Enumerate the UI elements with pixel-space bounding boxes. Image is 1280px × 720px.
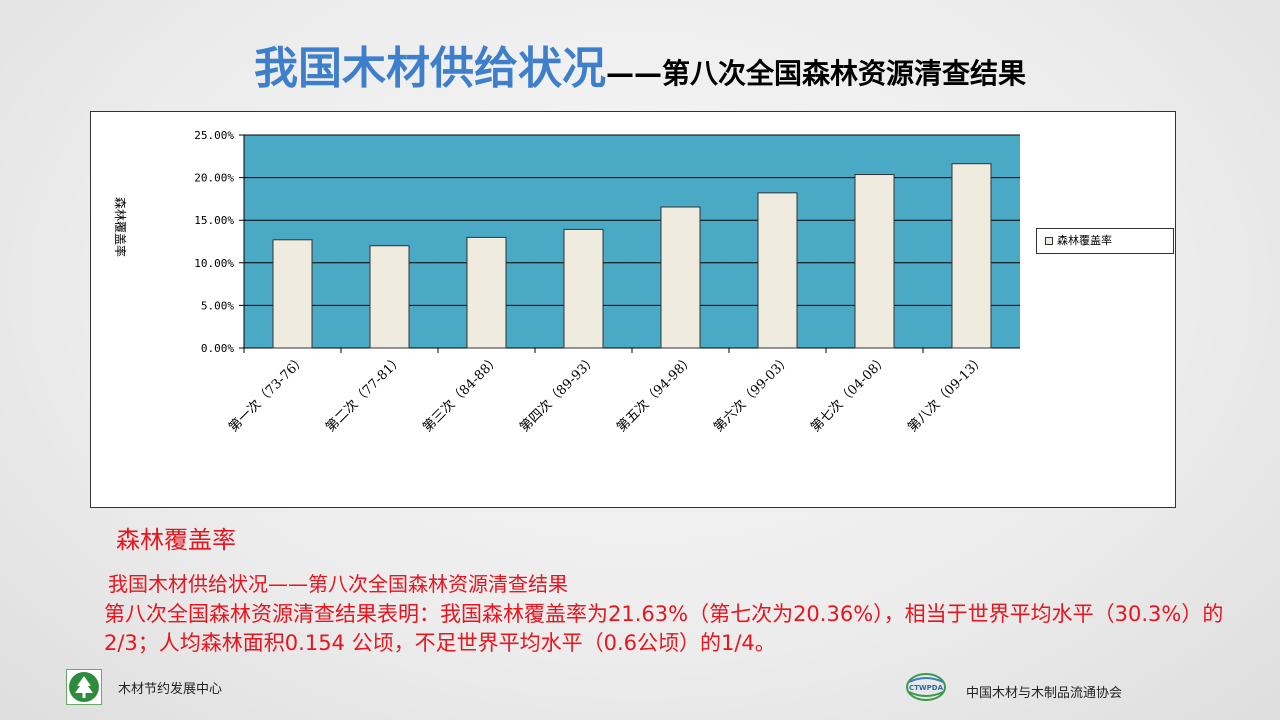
y-tick-label: 10.00%: [194, 257, 234, 270]
title-sub: ——第八次全国森林资源清查结果: [605, 57, 1026, 90]
subheading: 我国木材供给状况——第八次全国森林资源清查结果: [108, 572, 568, 596]
legend-swatch: [1045, 237, 1053, 245]
footer-right-org: 中国木材与木制品流通协会: [966, 686, 1123, 701]
bar: [563, 228, 604, 349]
caption: 森林覆盖率: [116, 526, 236, 554]
chart-frame: 0.00% 5.00% 10.00% 15.00% 20.00% 25.00% 第一次（73…: [90, 111, 1176, 508]
bar: [466, 236, 507, 349]
chart-legend: 森林覆盖率: [1036, 228, 1174, 254]
title-main: 我国木材供给状况: [253, 43, 606, 94]
bar: [369, 245, 410, 349]
y-tick-label: 25.00%: [194, 129, 234, 142]
y-tick-label: 15.00%: [194, 214, 234, 227]
bar-chart: 0.00% 5.00% 10.00% 15.00% 20.00% 25.00% 第一次（73…: [113, 129, 1020, 436]
y-tick-label: 0.00%: [201, 342, 234, 355]
x-tick-label: 第四次（89-93）: [517, 352, 601, 436]
plot-area: [244, 135, 1020, 348]
y-axis-title: 森林覆盖率: [113, 197, 128, 257]
slide-title: 我国木材供给状况——第八次全国森林资源清查结果: [0, 32, 1280, 96]
ctwpda-logo-text: CTWPDA: [909, 684, 944, 692]
x-tick-label: 第七次（04-08）: [808, 352, 892, 436]
footer-left-org: 木材节约发展中心: [118, 682, 223, 697]
bar: [272, 239, 313, 349]
x-tick-label: 第六次（99-03）: [711, 352, 795, 436]
ctwpda-logo-icon: CTWPDA: [905, 672, 947, 702]
x-tick-label: 第五次（94-98）: [614, 352, 698, 436]
y-tick-label: 5.00%: [201, 299, 234, 312]
body-paragraph: 第八次全国森林资源清查结果表明：我国森林覆盖率为21.63%（第七次为20.36…: [104, 602, 1224, 655]
legend-label: 森林覆盖率: [1057, 234, 1112, 247]
bar: [757, 192, 798, 349]
x-tick-label: 第三次（84-88）: [420, 352, 504, 436]
x-tick-label: 第八次（09-13）: [905, 352, 989, 436]
bar: [951, 163, 992, 349]
x-tick-label: 第一次（73-76）: [226, 352, 310, 436]
x-tick-label: 第二次（77-81）: [323, 352, 407, 436]
tree-logo-icon: [66, 669, 102, 705]
bar: [660, 206, 701, 349]
y-tick-label: 20.00%: [194, 172, 234, 185]
bar: [854, 174, 895, 349]
